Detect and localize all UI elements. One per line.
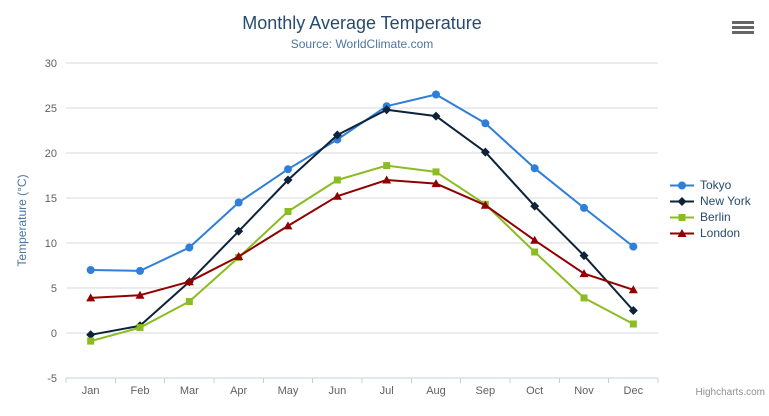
square-marker[interactable] bbox=[136, 324, 144, 332]
legend-marker-square bbox=[670, 213, 694, 221]
triangle-marker[interactable] bbox=[530, 235, 540, 244]
x-axis-label: Apr bbox=[230, 385, 247, 397]
triangle-marker[interactable] bbox=[184, 277, 194, 286]
circle-marker[interactable] bbox=[86, 266, 95, 274]
circle-marker[interactable] bbox=[629, 242, 638, 251]
circle-marker[interactable] bbox=[234, 198, 243, 207]
legend: Tokyo New York Berlin London bbox=[669, 177, 751, 241]
x-axis-label: Aug bbox=[426, 385, 446, 397]
square-marker[interactable] bbox=[629, 320, 637, 328]
diamond-marker[interactable] bbox=[579, 251, 589, 261]
series-london bbox=[86, 175, 638, 302]
legend-item-london[interactable]: London bbox=[669, 225, 751, 241]
circle-marker[interactable] bbox=[530, 164, 539, 173]
legend-item-tokyo[interactable]: Tokyo bbox=[669, 177, 751, 193]
square-marker bbox=[678, 213, 686, 221]
y-gridlines bbox=[66, 62, 658, 334]
legend-marker-circle bbox=[670, 181, 694, 189]
diamond-marker[interactable] bbox=[234, 226, 244, 236]
x-axis-label: Nov bbox=[574, 385, 594, 397]
series-line bbox=[89, 108, 635, 336]
y-axis-label: 20 bbox=[45, 148, 57, 160]
x-axis-label: Jan bbox=[82, 385, 100, 397]
y-axis-label: 0 bbox=[51, 328, 57, 340]
series-tokyo bbox=[86, 90, 638, 275]
x-axis-label: Jul bbox=[380, 385, 394, 397]
x-axis-label: Jun bbox=[328, 385, 346, 397]
triangle-marker[interactable] bbox=[86, 293, 96, 302]
square-marker[interactable] bbox=[383, 162, 391, 170]
y-axis-labels: -5 0 5 10 15 20 25 30 bbox=[45, 58, 57, 385]
triangle-marker[interactable] bbox=[234, 252, 244, 260]
triangle-marker[interactable] bbox=[431, 179, 441, 188]
x-axis-label: Sep bbox=[476, 385, 496, 397]
chart-title: Monthly Average Temperature bbox=[242, 13, 482, 33]
series-line bbox=[89, 179, 635, 299]
legend-item-new-york[interactable]: New York bbox=[669, 193, 751, 209]
diamond-marker bbox=[677, 196, 687, 206]
legend-marker-diamond bbox=[670, 196, 694, 206]
diamond-marker[interactable] bbox=[86, 330, 96, 340]
x-axis-label: Mar bbox=[180, 385, 199, 397]
legend-label: Berlin bbox=[700, 210, 731, 224]
legend-item-berlin[interactable]: Berlin bbox=[669, 209, 751, 225]
triangle-marker[interactable] bbox=[382, 175, 392, 184]
circle-marker[interactable] bbox=[432, 90, 440, 99]
square-marker[interactable] bbox=[284, 208, 292, 215]
y-axis-label: 30 bbox=[45, 58, 57, 70]
square-marker[interactable] bbox=[580, 294, 588, 302]
hamburger-icon bbox=[732, 21, 756, 34]
legend-marker-triangle bbox=[670, 228, 694, 237]
series-line bbox=[89, 93, 635, 272]
diamond-marker[interactable] bbox=[431, 111, 441, 121]
circle-marker[interactable] bbox=[136, 266, 144, 275]
square-marker[interactable] bbox=[87, 337, 95, 345]
y-axis-label: 25 bbox=[45, 103, 57, 115]
circle-marker[interactable] bbox=[284, 165, 292, 174]
y-axis-label: -5 bbox=[47, 373, 57, 385]
square-marker[interactable] bbox=[185, 298, 193, 305]
y-axis-label: 10 bbox=[45, 238, 57, 250]
y-axis-label: 5 bbox=[51, 283, 57, 295]
x-axis-labels: Jan Feb Mar Apr May Jun Jul Aug Sep Oct Nov Dec bbox=[82, 385, 644, 397]
diamond-marker[interactable] bbox=[530, 201, 540, 211]
triangle-marker[interactable] bbox=[283, 221, 293, 230]
legend-label: Tokyo bbox=[700, 178, 732, 192]
diamond-marker[interactable] bbox=[283, 175, 293, 185]
circle-marker bbox=[678, 181, 686, 189]
y-axis-title: Temperature (°C) bbox=[15, 174, 29, 266]
triangle-marker[interactable] bbox=[135, 290, 145, 299]
diamond-marker[interactable] bbox=[480, 147, 490, 157]
triangle-marker bbox=[677, 228, 687, 237]
circle-marker[interactable] bbox=[580, 203, 588, 212]
series-line bbox=[89, 164, 635, 343]
diamond-marker[interactable] bbox=[628, 306, 638, 315]
triangle-marker[interactable] bbox=[628, 285, 638, 294]
series-new-york bbox=[86, 105, 638, 340]
diamond-marker[interactable] bbox=[382, 105, 392, 115]
legend-label: New York bbox=[700, 194, 751, 208]
circle-marker[interactable] bbox=[481, 119, 490, 128]
square-marker[interactable] bbox=[432, 168, 440, 176]
context-menu-button[interactable] bbox=[730, 19, 758, 41]
square-marker[interactable] bbox=[531, 248, 539, 256]
triangle-marker[interactable] bbox=[332, 191, 342, 200]
triangle-marker[interactable] bbox=[579, 269, 589, 278]
legend-label: London bbox=[700, 226, 741, 240]
diamond-marker[interactable] bbox=[332, 130, 342, 140]
x-axis-label: Dec bbox=[624, 385, 644, 397]
chart-subtitle: Source: WorldClimate.com bbox=[290, 37, 434, 51]
circle-marker[interactable] bbox=[185, 243, 194, 252]
credits-link[interactable]: Highcharts.com bbox=[695, 387, 765, 398]
square-marker[interactable] bbox=[333, 176, 341, 184]
x-axis-label: May bbox=[278, 385, 299, 397]
x-axis-label: Feb bbox=[131, 385, 150, 397]
x-axis-label: Oct bbox=[526, 385, 543, 397]
y-axis-label: 15 bbox=[45, 193, 57, 205]
triangle-marker[interactable] bbox=[480, 200, 490, 209]
x-axis bbox=[65, 377, 659, 383]
